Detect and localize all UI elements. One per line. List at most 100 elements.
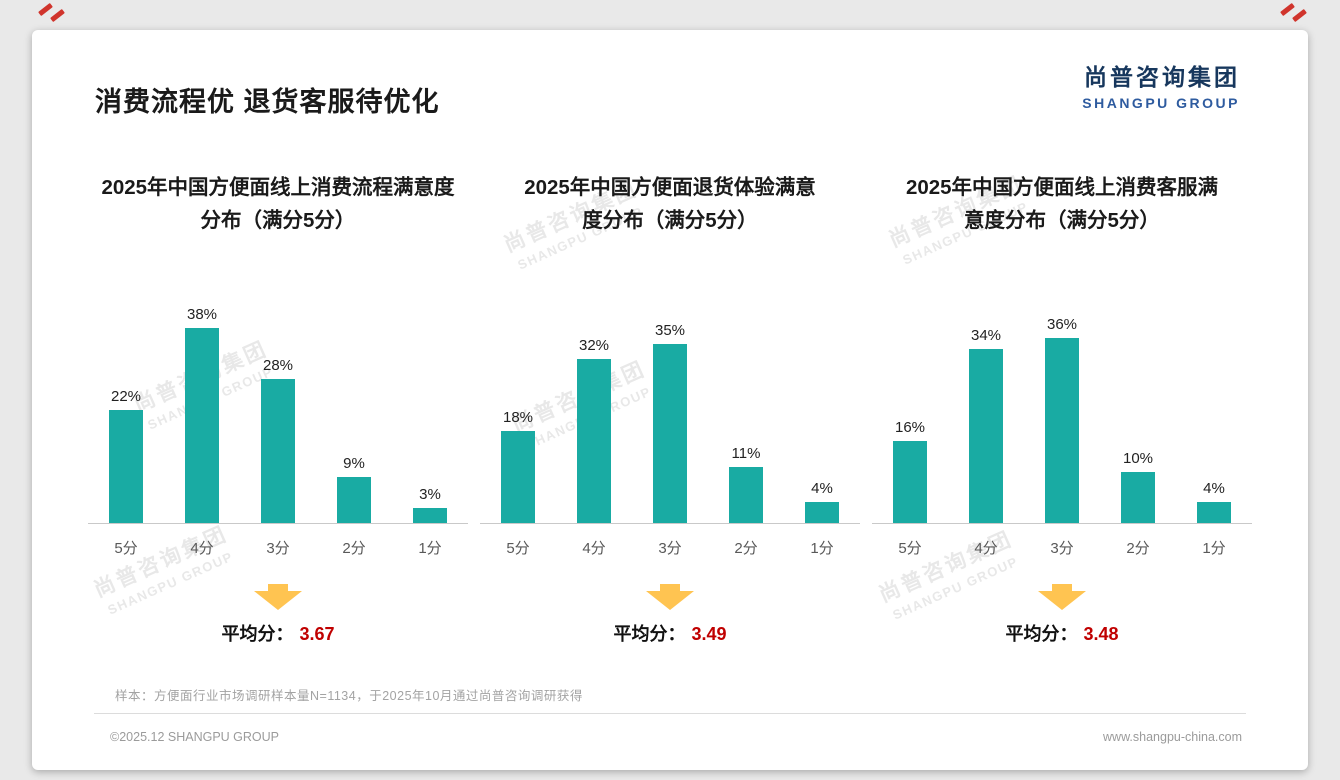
chart-title-line: 2025年中国方便面线上消费流程满意度 xyxy=(101,176,455,199)
down-arrow-icon xyxy=(254,584,302,610)
bar-value-label: 36% xyxy=(1046,316,1078,333)
bar-column: 16% xyxy=(872,296,948,523)
sample-footnote: 样本：方便面行业市场调研样本量N=1134，于2025年10月通过尚普咨询调研获… xyxy=(115,689,583,703)
bar-plot: 18% 32% 35% 11% 4% 5分 4分 3分 2分 1分 xyxy=(480,296,860,558)
bar-value-label: 4% xyxy=(1203,480,1225,497)
website: www.shangpu-china.com xyxy=(1103,730,1242,744)
bar xyxy=(109,410,143,523)
bar xyxy=(501,431,535,523)
copyright: ©2025.12 SHANGPU GROUP xyxy=(110,730,279,744)
bar-column: 10% xyxy=(1100,296,1176,523)
bar-column: 4% xyxy=(1176,296,1252,523)
bar-value-label: 22% xyxy=(110,388,142,405)
bar-column: 36% xyxy=(1024,296,1100,523)
category-label: 5分 xyxy=(506,540,530,557)
category-label: 1分 xyxy=(418,540,442,557)
footer: ©2025.12 SHANGPU GROUP www.shangpu-china… xyxy=(110,730,1242,744)
brand-logo-cn: 尚普咨询集团 xyxy=(1084,64,1240,90)
average-score: 平均分： 3.67 xyxy=(221,620,334,646)
bar xyxy=(893,441,927,523)
bars-area: 22% 38% 28% 9% 3% xyxy=(88,296,468,524)
bar-plot: 22% 38% 28% 9% 3% 5分 4分 3分 2分 1分 xyxy=(88,296,468,558)
charts-row: 2025年中国方便面线上消费流程满意度 分布（满分5分） 22% 38% 28% 9%… xyxy=(82,172,1258,646)
red-corner-accent-right-2 xyxy=(1292,8,1307,23)
bar xyxy=(1197,502,1231,523)
category-label: 2分 xyxy=(734,540,758,557)
bar xyxy=(337,477,371,523)
down-arrow-icon xyxy=(646,584,694,610)
category-label: 3分 xyxy=(658,540,682,557)
chart-title: 2025年中国方便面退货体验满意 度分布（满分5分） xyxy=(524,172,816,238)
chart-title: 2025年中国方便面线上消费客服满 意度分布（满分5分） xyxy=(906,172,1218,238)
category-label: 1分 xyxy=(1202,540,1226,557)
bar-value-label: 18% xyxy=(502,409,534,426)
average-score-label: 平均分： xyxy=(613,624,686,644)
chart-title-line: 2025年中国方便面退货体验满意 xyxy=(524,176,816,199)
bar-column: 3% xyxy=(392,296,468,523)
bar xyxy=(185,328,219,523)
chart-title: 2025年中国方便面线上消费流程满意度 分布（满分5分） xyxy=(101,172,454,238)
bar-column: 22% xyxy=(88,296,164,523)
bar-column: 11% xyxy=(708,296,784,523)
bar xyxy=(577,359,611,523)
red-corner-accent-right xyxy=(1280,2,1295,17)
brand-logo: 尚普咨询集团 SHANGPU GROUP xyxy=(1082,58,1240,111)
bar-column: 18% xyxy=(480,296,556,523)
bar-column: 28% xyxy=(240,296,316,523)
page-title: 消费流程优 退货客服待优化 xyxy=(95,87,440,117)
bar xyxy=(1121,472,1155,523)
category-label: 4分 xyxy=(974,540,998,557)
bar-value-label: 4% xyxy=(811,480,833,497)
average-score-label: 平均分： xyxy=(1005,624,1078,644)
average-score-label: 平均分： xyxy=(221,624,294,644)
chart-flow-satisfaction: 2025年中国方便面线上消费流程满意度 分布（满分5分） 22% 38% 28% 9%… xyxy=(82,172,474,646)
bar-value-label: 16% xyxy=(894,419,926,436)
chart-return-satisfaction: 2025年中国方便面退货体验满意 度分布（满分5分） 18% 32% 35% 11% 4… xyxy=(474,172,866,646)
bar xyxy=(653,344,687,523)
bar-value-label: 35% xyxy=(654,322,686,339)
bar xyxy=(261,379,295,523)
category-label: 4分 xyxy=(582,540,606,557)
bars-area: 18% 32% 35% 11% 4% xyxy=(480,296,860,524)
bar-column: 34% xyxy=(948,296,1024,523)
bar-value-label: 10% xyxy=(1122,450,1154,467)
bar-plot: 16% 34% 36% 10% 4% 5分 4分 3分 2分 1分 xyxy=(872,296,1252,558)
average-score: 平均分： 3.48 xyxy=(1005,620,1118,646)
chart-title-line: 2025年中国方便面线上消费客服满 xyxy=(905,176,1219,199)
average-score-value: 3.49 xyxy=(691,624,727,644)
slide-card: 尚普咨询集团 SHANGPU GROUP 尚普咨询集团 SHANGPU GROU… xyxy=(32,30,1308,770)
bar-value-label: 28% xyxy=(262,357,294,374)
chart-title-line: 度分布（满分5分） xyxy=(582,208,758,232)
bar-column: 38% xyxy=(164,296,240,523)
category-axis: 5分 4分 3分 2分 1分 xyxy=(872,524,1252,558)
average-score-value: 3.67 xyxy=(299,624,335,644)
category-label: 3分 xyxy=(266,540,290,557)
bar-column: 35% xyxy=(632,296,708,523)
category-label: 4分 xyxy=(190,540,214,557)
brand-logo-en: SHANGPU GROUP xyxy=(1082,95,1240,111)
category-label: 3分 xyxy=(1050,540,1074,557)
chart-title-line: 意度分布（满分5分） xyxy=(964,208,1160,232)
category-label: 1分 xyxy=(810,540,834,557)
bar-column: 9% xyxy=(316,296,392,523)
red-corner-accent-left xyxy=(38,2,53,17)
category-label: 2分 xyxy=(342,540,366,557)
red-corner-accent-left-2 xyxy=(50,8,65,23)
bar-value-label: 9% xyxy=(343,455,365,472)
bar-value-label: 32% xyxy=(578,337,610,354)
bar xyxy=(969,349,1003,523)
average-score: 平均分： 3.49 xyxy=(613,620,726,646)
category-axis: 5分 4分 3分 2分 1分 xyxy=(88,524,468,558)
bar-value-label: 34% xyxy=(970,327,1002,344)
bar xyxy=(729,467,763,523)
category-label: 5分 xyxy=(114,540,138,557)
bar-column: 4% xyxy=(784,296,860,523)
down-arrow-icon xyxy=(1038,584,1086,610)
bar xyxy=(413,508,447,523)
average-score-value: 3.48 xyxy=(1083,624,1119,644)
bar-value-label: 11% xyxy=(731,445,761,462)
bar xyxy=(805,502,839,523)
bars-area: 16% 34% 36% 10% 4% xyxy=(872,296,1252,524)
category-axis: 5分 4分 3分 2分 1分 xyxy=(480,524,860,558)
bar-value-label: 3% xyxy=(419,486,441,503)
